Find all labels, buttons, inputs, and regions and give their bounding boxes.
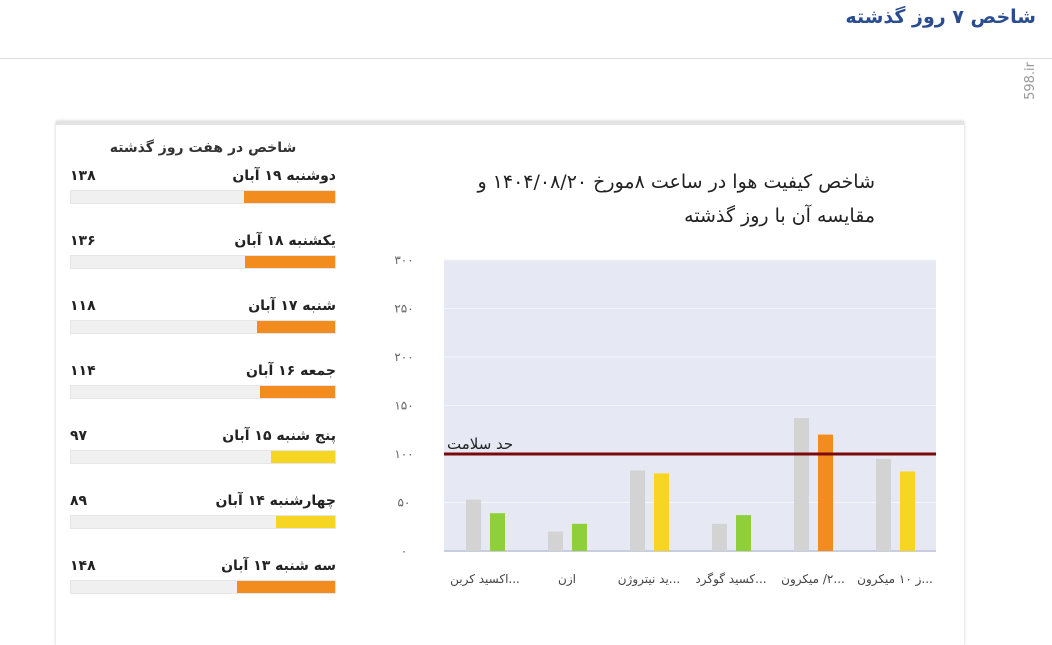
bar <box>794 418 809 551</box>
bar <box>818 434 833 551</box>
day-row: دوشنبه ۱۹ آبان ۱۳۸ <box>70 168 336 233</box>
y-tick-label: ۲۰۰ <box>394 350 413 364</box>
bar <box>654 473 669 551</box>
y-tick-label: ۱۵۰ <box>394 399 413 413</box>
chart-title-line2: مقایسه آن با روز گذشته <box>684 205 875 227</box>
aqi-bar-chart: ۰ ۵۰ ۱۰۰ ۱۵۰ ۲۰۰ ۲۵۰ ۳۰۰ ...اکسید کربن ازن ...ید … <box>394 253 936 587</box>
bar <box>466 499 481 551</box>
y-tick-label: ۳۰۰ <box>394 253 413 267</box>
day-label: چهارشنبه ۱۴ آبان <box>215 493 336 509</box>
progress-fill <box>259 386 335 398</box>
day-label: پنج شنبه ۱۵ آبان <box>222 428 336 444</box>
y-tick-label: ۰ <box>401 544 407 558</box>
progress-fill <box>270 451 335 463</box>
day-value: ۱۱۴ <box>70 363 96 379</box>
progress-fill <box>237 581 335 593</box>
day-row: سه شنبه ۱۳ آبان ۱۴۸ <box>70 558 336 623</box>
progress-track <box>70 320 336 334</box>
x-tick-label: ...۲/ میکرون <box>781 572 845 587</box>
divider <box>0 58 1052 59</box>
x-tick-label: ...ید نیتروژن <box>618 572 681 587</box>
day-value: ۱۳۸ <box>70 168 96 184</box>
day-value: ۱۴۸ <box>70 558 96 574</box>
day-value: ۸۹ <box>70 493 88 509</box>
panel-title: شاخص در هفت روز گذشته <box>109 140 297 156</box>
x-tick-label: ...ز ۱۰ میکرون <box>857 572 933 587</box>
chart-card <box>56 121 964 645</box>
chart-title: شاخص کیفیت هوا در ساعت ۸مورخ ۱۴۰۴/۰۸/۲۰ … <box>380 165 875 233</box>
bar <box>490 513 505 551</box>
bar <box>736 515 751 551</box>
bar <box>572 523 587 551</box>
progress-track <box>70 385 336 399</box>
progress-track <box>70 515 336 529</box>
day-label: شنبه ۱۷ آبان <box>248 298 336 314</box>
bar <box>876 458 891 551</box>
bar <box>630 470 645 551</box>
day-value: ۱۱۸ <box>70 298 96 314</box>
bar <box>548 531 563 551</box>
progress-track <box>70 580 336 594</box>
day-value: ۱۳۶ <box>70 233 96 249</box>
day-label: دوشنبه ۱۹ آبان <box>232 168 336 184</box>
day-row: پنج شنبه ۱۵ آبان ۹۷ <box>70 428 336 493</box>
y-tick-label: ۱۰۰ <box>394 447 413 461</box>
x-tick-label: ازن <box>558 572 576 587</box>
x-tick-label: ...کسید گوگرد <box>695 572 766 587</box>
day-label: جمعه ۱۶ آبان <box>246 363 336 379</box>
page-title: شاخص ۷ روز گذشته <box>845 6 1036 28</box>
x-tick-label: ...اکسید کربن <box>450 572 520 587</box>
progress-fill <box>257 321 335 333</box>
day-label: سه شنبه ۱۳ آبان <box>221 558 336 574</box>
y-tick-label: ۵۰ <box>398 496 411 510</box>
seven-day-panel: شاخص در هفت روز گذشته دوشنبه ۱۹ آبان ۱۳۸… <box>70 140 336 623</box>
day-label: یکشنبه ۱۸ آبان <box>234 233 336 249</box>
chart-title-line1: شاخص کیفیت هوا در ساعت ۸مورخ ۱۴۰۴/۰۸/۲۰ … <box>477 171 875 193</box>
progress-track <box>70 190 336 204</box>
progress-fill <box>243 191 335 203</box>
bar <box>712 523 727 551</box>
day-row: جمعه ۱۶ آبان ۱۱۴ <box>70 363 336 428</box>
progress-track <box>70 255 336 269</box>
day-value: ۹۷ <box>70 428 88 444</box>
progress-fill <box>276 516 335 528</box>
threshold-label: حد سلامت <box>447 435 513 453</box>
bar <box>900 471 915 551</box>
y-tick-label: ۲۵۰ <box>394 302 413 316</box>
progress-fill <box>245 256 335 268</box>
progress-track <box>70 450 336 464</box>
day-row: چهارشنبه ۱۴ آبان ۸۹ <box>70 493 336 558</box>
day-row: شنبه ۱۷ آبان ۱۱۸ <box>70 298 336 363</box>
day-row: یکشنبه ۱۸ آبان ۱۳۶ <box>70 233 336 298</box>
